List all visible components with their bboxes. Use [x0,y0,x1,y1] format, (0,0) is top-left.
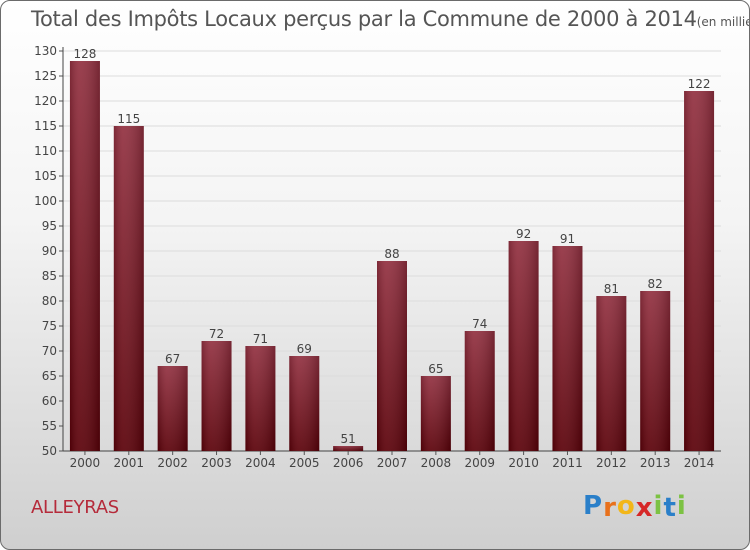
bar-layer: 128 115 67 72 71 69 51 88 65 74 92 91 81 82 122 [69,47,715,451]
y-tick-label: 130 [34,44,57,58]
x-tick-label: 2009 [464,456,495,470]
y-tick-label: 70 [42,344,57,358]
logo-letter: i [653,491,664,521]
x-tick-label: 2000 [70,456,101,470]
x-tick-label: 2012 [596,456,627,470]
bar-shine [684,91,715,451]
x-tick-label: 2006 [333,456,364,470]
y-tick-label: 85 [42,269,57,283]
bar-shine [69,61,100,451]
chart-title-main: Total des Impôts Locaux perçus par la Co… [31,7,697,31]
value-label: 128 [73,47,96,61]
bar-shine [289,356,320,451]
y-tick-label: 60 [42,394,57,408]
y-tick-label: 75 [42,319,57,333]
value-label: 82 [648,277,663,291]
x-tick-label: 2010 [508,456,539,470]
value-label: 92 [516,227,531,241]
bar-shine [552,246,583,451]
value-label: 74 [472,317,487,331]
value-label: 91 [560,232,575,246]
y-tick-label: 55 [42,419,57,433]
bar-shine [201,341,232,451]
commune-name: ALLEYRAS [31,497,119,518]
value-label: 122 [688,77,711,91]
value-label: 81 [604,282,619,296]
bar-shine [464,331,495,451]
logo-letter: r [603,493,617,523]
bar-shine [157,366,188,451]
logo-letter: t [663,493,677,523]
bar-shine [420,376,451,451]
bar-shine [245,346,276,451]
bar-shine [596,296,627,451]
x-tick-label: 2011 [552,456,583,470]
chart-title-unit: (en milliers d'€) [696,15,749,29]
x-tick-label: 2003 [201,456,232,470]
value-label: 115 [117,112,140,126]
y-tick-label: 50 [42,444,57,458]
y-tick-label: 80 [42,294,57,308]
y-tick-label: 110 [34,144,57,158]
y-tick-label: 65 [42,369,57,383]
value-label: 72 [209,327,224,341]
logo-letter: x [635,493,654,523]
x-tick-label: 2004 [245,456,276,470]
logo-letter: P [583,491,604,521]
value-label: 69 [297,342,312,356]
value-label: 71 [253,332,268,346]
value-label: 88 [384,247,399,261]
x-tick-label: 2007 [377,456,408,470]
y-tick-label: 90 [42,244,57,258]
y-tick-label: 115 [34,119,57,133]
y-tick-label: 125 [34,69,57,83]
value-label: 51 [340,432,355,446]
x-tick-label: 2005 [289,456,320,470]
bar-shine [333,446,364,451]
logo-letter: i [676,491,687,521]
bar-shine [377,261,407,451]
x-tick-label: 2002 [157,456,188,470]
x-tick-label: 2001 [114,456,145,470]
y-tick-label: 105 [34,169,57,183]
x-tick-label: 2008 [421,456,452,470]
value-label: 65 [428,362,443,376]
x-tick-label: 2014 [684,456,715,470]
bar-shine [508,241,539,451]
y-tick-label: 95 [42,219,57,233]
x-tick-label: 2013 [640,456,671,470]
y-tick-label: 100 [34,194,57,208]
proxiti-logo: Proxiti [583,491,687,523]
y-tick-label: 120 [34,94,57,108]
bar-shine [640,291,671,451]
bar-shine [113,126,144,451]
logo-letter: o [616,491,636,521]
value-label: 67 [165,352,180,366]
chart-title: Total des Impôts Locaux perçus par la Co… [31,7,749,31]
